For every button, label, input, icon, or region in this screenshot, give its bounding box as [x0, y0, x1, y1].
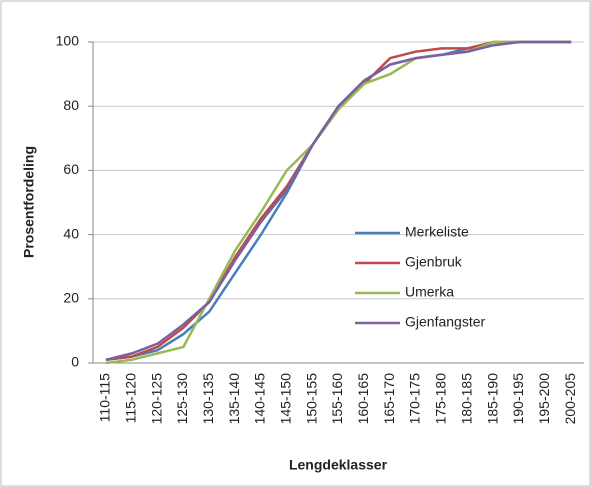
x-tick-label: 115-120 [122, 373, 138, 424]
x-tick-label: 195-200 [536, 373, 552, 425]
x-axis-title: Lengdeklasser [289, 457, 388, 473]
x-tick-label: 120-125 [148, 373, 164, 425]
x-tick-label: 175-180 [433, 373, 449, 425]
y-tick-label: 20 [63, 290, 79, 306]
y-tick-label: 60 [63, 161, 79, 177]
y-tick-label: 40 [63, 225, 79, 241]
x-tick-label: 190-195 [510, 373, 526, 425]
legend-label: Gjenfangster [405, 314, 485, 330]
x-tick-label: 180-185 [458, 373, 474, 425]
series-line [105, 40, 572, 362]
x-tick-label: 110-115 [97, 373, 113, 423]
x-tick-label: 150-155 [303, 373, 319, 425]
y-tick-label: 80 [63, 97, 79, 113]
x-tick-label: 165-170 [381, 373, 397, 425]
legend-label: Merkeliste [405, 224, 469, 240]
y-tick-label: 100 [56, 33, 80, 49]
legend-label: Umerka [405, 284, 454, 300]
x-tick-label: 125-130 [174, 373, 190, 425]
y-axis-title: Prosentfordeling [21, 146, 37, 258]
x-tick-label: 200-205 [562, 373, 578, 425]
x-tick-label: 130-135 [200, 373, 216, 425]
y-tick-label: 0 [71, 354, 79, 370]
x-tick-label: 140-145 [252, 373, 268, 425]
x-tick-label: 170-175 [407, 373, 423, 425]
x-tick-label: 155-160 [329, 373, 345, 425]
x-tick-label: 135-140 [226, 373, 242, 425]
x-tick-label: 185-190 [484, 373, 500, 425]
series-line [105, 40, 572, 365]
x-tick-label: 145-150 [278, 373, 294, 425]
x-tick-label: 160-165 [355, 373, 371, 425]
legend-label: Gjenbruk [405, 254, 463, 270]
